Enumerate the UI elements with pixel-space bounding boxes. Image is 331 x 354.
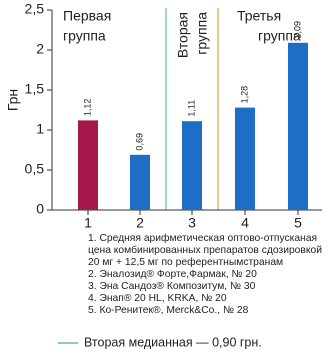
y-tick-label: 0,5 bbox=[25, 161, 45, 177]
value-label: 1,12 bbox=[82, 99, 92, 117]
bar bbox=[78, 120, 98, 210]
y-tick-label: 1,5 bbox=[25, 81, 45, 97]
x-tick-label: 4 bbox=[241, 215, 249, 231]
bar bbox=[288, 42, 308, 210]
x-tick-label: 5 bbox=[294, 215, 302, 231]
note: 1. Средняя арифметическая оптово-отпуска… bbox=[88, 233, 322, 268]
group-label: Третья bbox=[237, 8, 281, 24]
x-tick-label: 3 bbox=[188, 215, 196, 231]
value-label: 1,11 bbox=[186, 100, 196, 117]
bar bbox=[182, 121, 202, 210]
note: 3. Эна Сандоз® Композитум, № 30 bbox=[88, 281, 256, 292]
group-label: группа bbox=[63, 28, 106, 44]
value-label: 0,69 bbox=[134, 133, 144, 151]
y-axis-label: Грн bbox=[5, 89, 21, 111]
y-tick-label: 1 bbox=[36, 121, 44, 137]
value-label: 2,09 bbox=[292, 21, 302, 39]
note: 2. Эналозид® Форте,Фармак, № 20 bbox=[88, 269, 257, 280]
group-label: группа bbox=[194, 12, 210, 55]
notes: 1. Средняя арифметическая оптово-отпуска… bbox=[88, 233, 326, 317]
bar bbox=[130, 154, 150, 210]
group-label: Вторая bbox=[175, 12, 191, 58]
group-label: Первая bbox=[63, 8, 111, 24]
bar bbox=[235, 107, 255, 210]
y-tick-label: 2,5 bbox=[25, 1, 45, 17]
y-tick-label: 0 bbox=[36, 201, 44, 217]
note: 4. Энап® 20 HL, KRKA, № 20 bbox=[88, 293, 227, 304]
group-label: группа bbox=[258, 28, 301, 44]
y-tick-label: 2 bbox=[36, 41, 44, 57]
legend-label: Вторая медианная — 0,90 грн. bbox=[84, 335, 262, 349]
x-tick-label: 1 bbox=[84, 215, 92, 231]
note: 5. Ко-Ренитек®, Merck&Co., № 28 bbox=[88, 305, 249, 316]
value-label: 1,28 bbox=[239, 86, 249, 104]
x-tick-label: 2 bbox=[136, 215, 144, 231]
